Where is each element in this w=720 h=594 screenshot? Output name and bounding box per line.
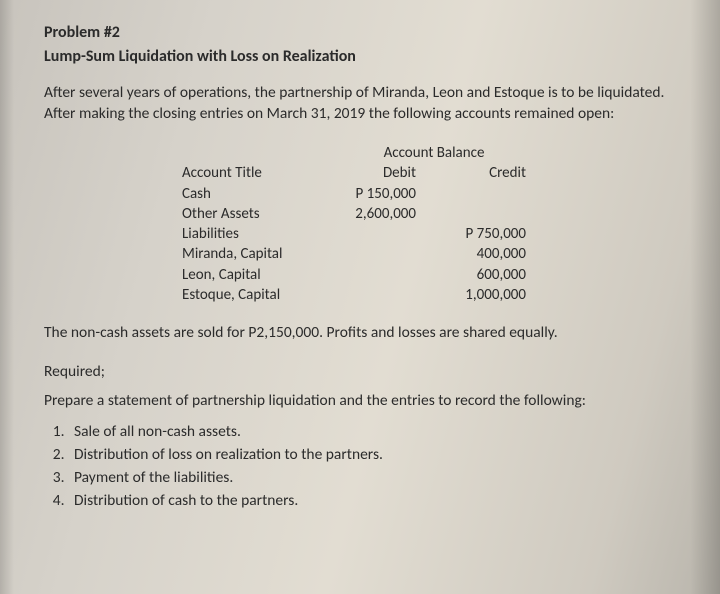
table-row: Miranda, Capital 400,000 — [164, 244, 544, 264]
required-label: Required; — [44, 362, 690, 383]
cell-debit — [324, 244, 434, 264]
cell-title: Other Assets — [164, 204, 324, 224]
cell-credit: 400,000 — [434, 244, 544, 264]
list-item: Sale of all non-cash assets. — [68, 422, 690, 443]
required-list: Sale of all non-cash assets. Distributio… — [68, 422, 690, 512]
required-instruction: Prepare a statement of partnership liqui… — [44, 391, 690, 412]
table-header-row-1: Account Balance — [164, 143, 544, 163]
list-item: Distribution of cash to the partners. — [68, 491, 690, 512]
list-item: Payment of the liabilities. — [68, 468, 690, 489]
col-debit: Debit — [324, 163, 434, 183]
cell-title: Miranda, Capital — [164, 244, 324, 264]
cell-title: Liabilities — [164, 224, 324, 244]
table-row: Leon, Capital 600,000 — [164, 265, 544, 285]
problem-number: Problem #2 — [44, 22, 690, 44]
table-row: Estoque, Capital 1,000,000 — [164, 285, 544, 305]
intro-paragraph: After several years of operations, the p… — [44, 83, 690, 125]
list-item: Distribution of loss on realization to t… — [68, 445, 690, 466]
cell-credit: 1,000,000 — [434, 285, 544, 305]
cell-title: Cash — [164, 184, 324, 204]
table-row: Liabilities P 750,000 — [164, 224, 544, 244]
cell-credit — [434, 204, 544, 224]
cell-credit: P 750,000 — [434, 224, 544, 244]
col-account: Account Title — [164, 163, 324, 183]
cell-credit: 600,000 — [434, 265, 544, 285]
table-row: Other Assets 2,600,000 — [164, 204, 544, 224]
note-paragraph: The non-cash assets are sold for P2,150,… — [44, 323, 690, 344]
cell-debit — [324, 224, 434, 244]
cell-debit — [324, 285, 434, 305]
problem-title: Lump-Sum Liquidation with Loss on Realiz… — [44, 46, 690, 68]
cell-debit — [324, 265, 434, 285]
table-row: Cash P 150,000 — [164, 184, 544, 204]
balance-table: Account Balance Account Title Debit Cred… — [164, 143, 690, 305]
table-header-row-2: Account Title Debit Credit — [164, 163, 544, 183]
cell-credit — [434, 184, 544, 204]
col-balance: Account Balance — [324, 143, 544, 163]
cell-debit: 2,600,000 — [324, 204, 434, 224]
cell-debit: P 150,000 — [324, 184, 434, 204]
col-credit: Credit — [434, 163, 544, 183]
cell-title: Leon, Capital — [164, 265, 324, 285]
cell-title: Estoque, Capital — [164, 285, 324, 305]
